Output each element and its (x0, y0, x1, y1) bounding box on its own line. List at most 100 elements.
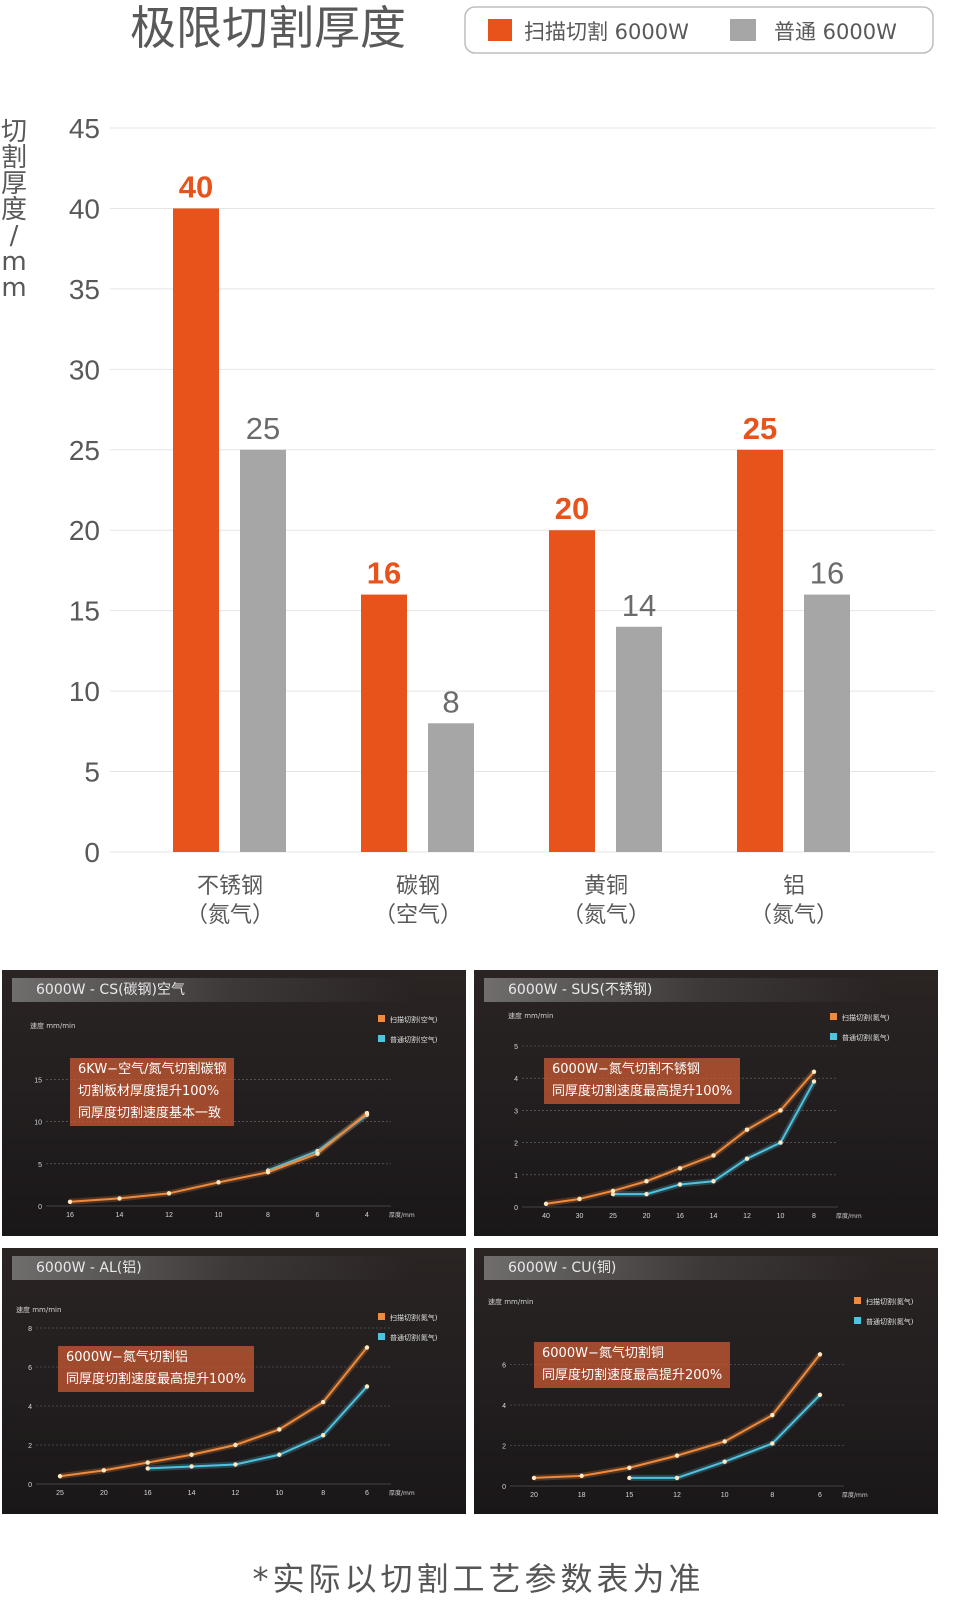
legend-box (464, 6, 934, 54)
legend-label-scan: 扫描切割 6000W (524, 20, 689, 44)
x-tick-label: 30 (576, 1213, 584, 1220)
data-point (117, 1196, 122, 1201)
data-point (320, 1433, 326, 1438)
data-point (644, 1179, 649, 1184)
x-tick-label: 6 (818, 1492, 822, 1499)
y-tick-label: 0 (28, 1482, 32, 1489)
legend-swatch (378, 1333, 385, 1340)
y-tick-label: 35 (69, 274, 100, 305)
series-glow (69, 1110, 369, 1205)
x-tick-label: 15 (625, 1492, 633, 1499)
data-point (677, 1182, 683, 1187)
x-category-sublabel: （氮气） (750, 903, 838, 928)
y-tick-label: 15 (69, 596, 100, 627)
sus-panel-title: 6000W - SUS(不锈钢) (484, 978, 884, 1002)
cu-callout-line: 同厚度切割速度最高提升200% (542, 1368, 723, 1383)
data-point (101, 1468, 107, 1473)
legend-label: 普通切割(氮气) (842, 1033, 890, 1042)
y-tick-label: 0 (514, 1205, 518, 1212)
data-point (577, 1196, 582, 1202)
y-axis-label: 速度 mm/min (16, 1305, 61, 1314)
data-point (145, 1466, 150, 1471)
x-tick-label: 10 (721, 1492, 729, 1499)
y-tick-label: 4 (514, 1076, 518, 1083)
data-point (778, 1108, 783, 1113)
y-tick-label: 5 (514, 1044, 518, 1051)
bar-normal (428, 723, 474, 852)
x-category-label: 黄铜 (584, 874, 628, 899)
data-point (744, 1156, 750, 1161)
series-glow (629, 1392, 823, 1481)
x-tick-label: 12 (743, 1213, 751, 1220)
legend-swatch (854, 1297, 861, 1304)
data-label-scan: 25 (743, 411, 777, 446)
bar-scan (173, 208, 219, 852)
x-tick-label: 12 (673, 1492, 681, 1499)
series-line-normal (147, 1385, 368, 1470)
x-axis-label: 厚度/mm (842, 1491, 868, 1499)
x-tick-label: 10 (777, 1213, 785, 1220)
bar-normal (240, 449, 286, 852)
x-tick-label: 8 (770, 1492, 774, 1499)
x-tick-label: 25 (609, 1213, 617, 1220)
chart-title: 极限切割厚度 (130, 1, 406, 55)
cs-line-chart: 速度 mm/min 0 5 10 15 16 14 12 10 8 6 4 厚度/mm 扫描切割(空气) 普… (30, 1015, 438, 1219)
data-point (644, 1191, 649, 1197)
x-axis-label: 厚度/mm (389, 1211, 415, 1219)
legend-label: 普通切割(氮气) (390, 1333, 438, 1342)
x-category-label: 铝 (783, 874, 805, 899)
legend-label: 扫描切割(氮气) (842, 1013, 890, 1022)
data-point (233, 1462, 238, 1467)
y-tick-label: 4 (28, 1404, 32, 1411)
al-callout-line: 同厚度切割速度最高提升100% (66, 1372, 247, 1387)
y-tick-label: 4 (502, 1403, 506, 1410)
data-point (677, 1166, 683, 1171)
data-point (778, 1140, 783, 1145)
series-line-scan (69, 1112, 368, 1203)
data-point (610, 1191, 616, 1197)
x-tick-label: 20 (530, 1492, 538, 1499)
data-label-normal: 25 (246, 411, 280, 446)
y-axis-label: 切割厚度/m m (1, 117, 27, 303)
data-point (277, 1427, 282, 1432)
data-point (610, 1188, 616, 1194)
legend-label: 扫描切割(氮气) (390, 1313, 438, 1322)
y-tick-label: 2 (502, 1444, 506, 1451)
y-tick-label: 6 (502, 1363, 506, 1370)
legend-swatch (830, 1033, 837, 1040)
al-callout-box: 6000W−氮气切割铝 同厚度切割速度最高提升100% (58, 1346, 255, 1392)
x-axis-label: 厚度/mm (389, 1489, 415, 1497)
cs-callout-box: 6KW−空气/氮气切割碳钢 切割板材厚度提升100% 同厚度切割速度基本一致 (70, 1058, 235, 1126)
x-tick-label: 4 (365, 1212, 369, 1219)
series-line-scan (59, 1346, 368, 1478)
y-tick-label: 5 (84, 757, 100, 788)
data-point (711, 1153, 716, 1158)
data-point (216, 1180, 221, 1185)
y-axis-label: 速度 mm/min (488, 1297, 533, 1306)
y-tick-label: 40 (69, 193, 100, 224)
sus-callout-line: 6000W−氮气切割不锈钢 (552, 1062, 700, 1077)
bar-scan (737, 449, 783, 852)
y-axis-label: 速度 mm/min (30, 1021, 75, 1030)
panel-al-speed-chart: 速度 mm/min 0 2 4 6 8 25 20 16 14 12 10 8 6 厚度/mm 扫描切割(氮气… (2, 1248, 466, 1514)
x-tick-label: 20 (643, 1213, 651, 1220)
data-point (233, 1442, 238, 1448)
cu-callout-line: 6000W−氮气切割铜 (542, 1346, 664, 1361)
x-tick-label: 10 (275, 1490, 283, 1497)
data-point (711, 1179, 716, 1184)
x-tick-label: 20 (100, 1490, 108, 1497)
y-axis-label: 速度 mm/min (508, 1011, 553, 1020)
data-label-scan: 20 (555, 491, 589, 526)
cs-panel-title: 6000W - CS(碳钢)空气 (12, 978, 412, 1002)
data-point (722, 1459, 727, 1464)
data-point (265, 1170, 271, 1175)
data-point (189, 1464, 194, 1469)
data-label-normal: 16 (810, 556, 844, 591)
y-tick-label: 0 (38, 1204, 42, 1211)
y-tick-label: 0 (84, 837, 100, 868)
y-tick-label: 45 (69, 113, 100, 144)
al-panel-title: 6000W - AL(铝) (12, 1256, 412, 1280)
y-tick-label: 10 (69, 676, 100, 707)
x-tick-label: 18 (578, 1492, 586, 1499)
